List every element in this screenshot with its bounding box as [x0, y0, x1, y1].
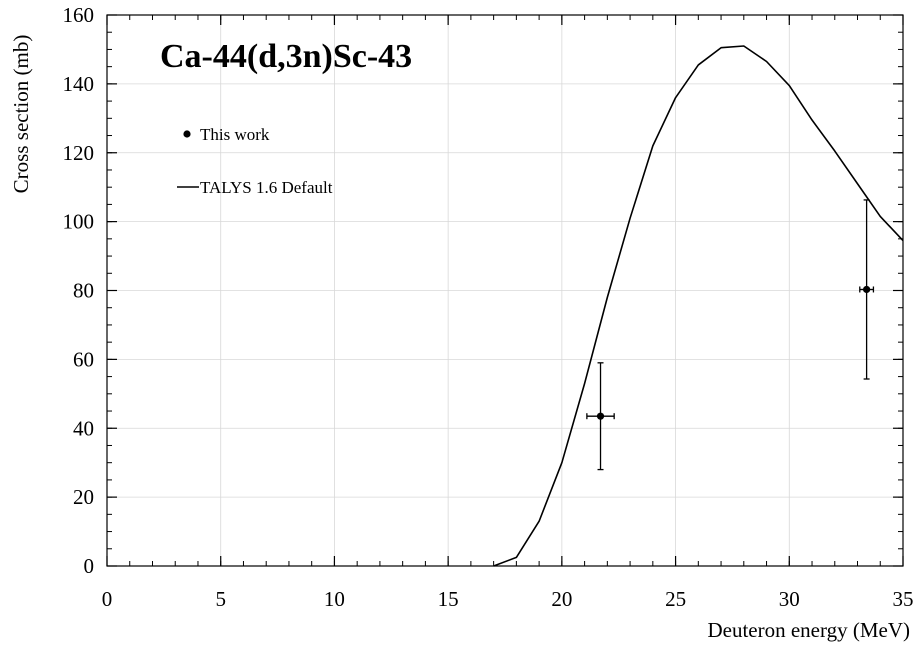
x-tick-label: 20 — [551, 587, 572, 611]
y-tick-label: 100 — [63, 210, 95, 234]
y-tick-label: 140 — [63, 72, 95, 96]
y-tick-label: 160 — [63, 3, 95, 27]
legend-label-talys: TALYS 1.6 Default — [200, 178, 333, 197]
data-point-1 — [586, 362, 615, 471]
series-line-talys — [493, 45, 904, 567]
data-point-2 — [859, 199, 875, 380]
x-tick-label: 25 — [665, 587, 686, 611]
major-ticks — [106, 14, 904, 567]
legend-label-this-work: This work — [200, 125, 270, 144]
legend: This work TALYS 1.6 Default — [177, 125, 333, 197]
legend-marker-this-work — [183, 130, 191, 138]
x-tick-label: 0 — [102, 587, 113, 611]
y-axis-title: Cross section (mb) — [9, 35, 33, 194]
y-tick-label: 60 — [73, 347, 94, 371]
y-tick-label: 80 — [73, 279, 94, 303]
data-point-marker — [596, 412, 605, 420]
chart-title: Ca-44(d,3n)Sc-43 — [160, 38, 412, 75]
tick-labels: 0 5 10 15 20 25 30 35 0 20 40 60 80 100 120 140 160 — [63, 3, 914, 611]
x-axis-title: Deuteron energy (MeV) — [707, 618, 910, 642]
y-tick-label: 20 — [73, 485, 94, 509]
x-tick-label: 15 — [438, 587, 459, 611]
x-tick-label: 5 — [215, 587, 226, 611]
series-layer — [493, 45, 904, 567]
data-point-marker — [863, 285, 871, 294]
y-tick-label: 0 — [84, 554, 95, 578]
y-tick-label: 40 — [73, 416, 94, 440]
grid-layer — [107, 15, 903, 566]
y-tick-label: 120 — [63, 141, 95, 165]
x-tick-label: 30 — [779, 587, 800, 611]
x-tick-label: 10 — [324, 587, 345, 611]
x-tick-label: 35 — [893, 587, 914, 611]
